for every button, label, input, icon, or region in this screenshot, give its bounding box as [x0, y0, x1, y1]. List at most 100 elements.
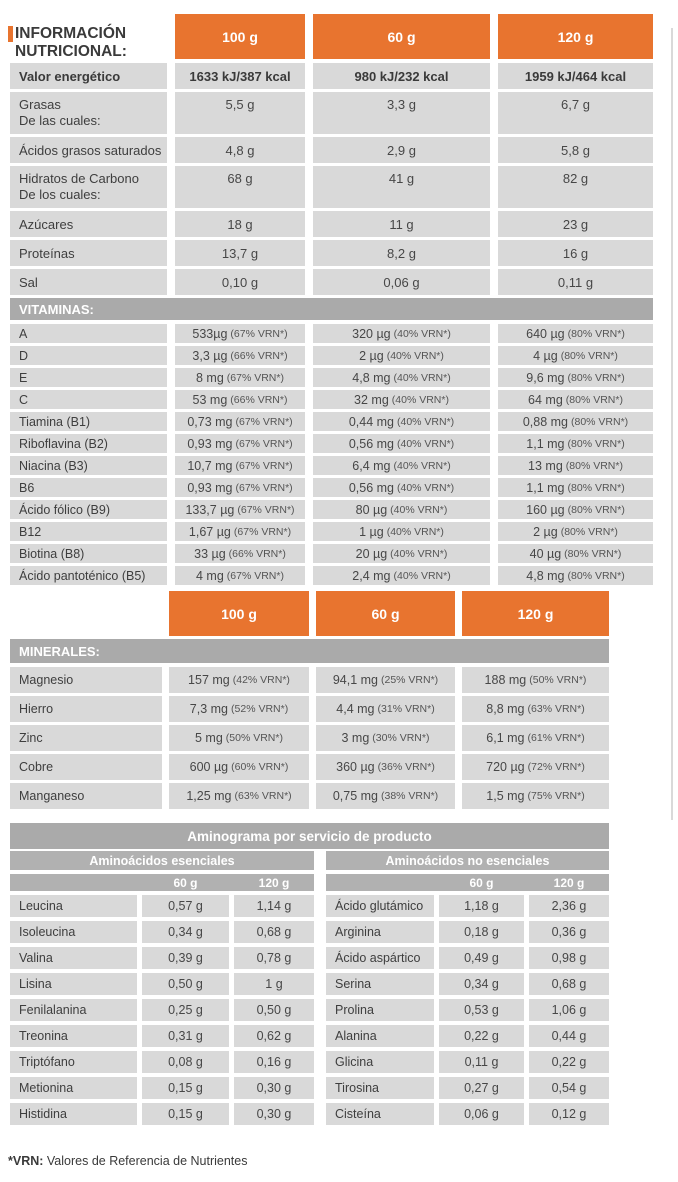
table-row: Sal 0,10 g 0,06 g 0,11 g	[10, 269, 653, 295]
nutrient-label: Hierro	[19, 702, 54, 716]
table-row: Valina 0,39 g 0,78 g	[10, 947, 314, 969]
table-row: Hidratos de Carbono De los cuales: 68 g …	[10, 166, 653, 208]
amount: 13 mg	[528, 458, 563, 473]
amount: 20 µg	[355, 546, 388, 561]
amount: 8,8 mg	[486, 702, 525, 716]
vrn-percent: (40% VRN*)	[393, 371, 451, 384]
table-row: Histidina 0,15 g 0,30 g	[10, 1103, 314, 1125]
value-120g: 5,8 g	[498, 137, 653, 163]
table-row: Treonina 0,31 g 0,62 g	[10, 1025, 314, 1047]
value-100g: 600 µg (60% VRN*)	[169, 754, 309, 780]
aminoacid-label: Ácido aspártico	[335, 951, 421, 965]
value-60g: 1,18 g	[439, 895, 524, 917]
value-60g: 0,06 g	[313, 269, 490, 295]
nutrient-label: Sal	[19, 274, 38, 290]
macro-table: Valor energético 1633 kJ/387 kcal 980 kJ…	[10, 63, 678, 295]
value-60g: 0,06 g	[439, 1103, 524, 1125]
table-row: Valor energético 1633 kJ/387 kcal 980 kJ…	[10, 63, 653, 89]
amount: 80 µg	[355, 502, 388, 517]
value-120g: 4,8 mg (80% VRN*)	[498, 566, 653, 585]
amount: 33 µg	[194, 546, 226, 561]
vrn-percent: (80% VRN*)	[567, 503, 625, 516]
amount: 1,1 mg	[526, 436, 565, 451]
nutrient-label: C	[19, 392, 29, 407]
vitamins-table: A 533µg (67% VRN*) 320 µg (40% VRN*) 640…	[10, 324, 678, 585]
nutrient-label-cell: Magnesio	[10, 667, 162, 693]
nutrient-label-cell: Hidratos de Carbono De los cuales:	[10, 166, 167, 208]
aminoacid-label-cell: Glicina	[326, 1051, 434, 1073]
nutrient-label-cell: E	[10, 368, 167, 387]
vrn-percent: (67% VRN*)	[235, 481, 293, 494]
vrn-percent: (63% VRN*)	[527, 703, 585, 715]
table-row: Proteínas 13,7 g 8,2 g 16 g	[10, 240, 653, 266]
table-row: Fenilalanina 0,25 g 0,50 g	[10, 999, 314, 1021]
essential-column-header: 60 g 120 g	[10, 874, 314, 891]
value-120g: 4 µg (80% VRN*)	[498, 346, 653, 365]
table-row: Azúcares 18 g 11 g 23 g	[10, 211, 653, 237]
aminoacid-label-cell: Tirosina	[326, 1077, 434, 1099]
value-120g: 6,1 mg (61% VRN*)	[462, 725, 609, 751]
value-120g: 1,1 mg (80% VRN*)	[498, 478, 653, 497]
aminoacid-label: Arginina	[335, 925, 381, 939]
aminoacid-label: Valina	[19, 951, 53, 965]
vrn-percent: (67% VRN*)	[235, 415, 293, 428]
vrn-percent: (67% VRN*)	[233, 525, 292, 538]
value-100g: 1,67 µg (67% VRN*)	[175, 522, 305, 541]
amount: 1,25 mg	[186, 789, 232, 803]
value-120g: 6,7 g	[498, 92, 653, 134]
amount: 1 µg	[359, 524, 384, 539]
page-title-text: INFORMACIÓN NUTRICIONAL:	[15, 25, 127, 60]
value-60g: 6,4 mg (40% VRN*)	[313, 456, 490, 475]
value-100g: 3,3 µg (66% VRN*)	[175, 346, 305, 365]
table-row: Biotina (B8) 33 µg (66% VRN*) 20 µg (40%…	[10, 544, 653, 563]
value-100g: 4 mg (67% VRN*)	[175, 566, 305, 585]
value-60g: 0,15 g	[142, 1103, 229, 1125]
column-header-120g: 120 g	[462, 591, 609, 636]
page-title-line1: INFORMACIÓN	[15, 25, 127, 42]
vrn-percent: (40% VRN*)	[396, 481, 455, 494]
table-row: Cobre 600 µg (60% VRN*) 360 µg (36% VRN*…	[10, 754, 609, 780]
aminoacid-label: Glicina	[335, 1055, 374, 1069]
amount: 3,3 µg	[192, 348, 228, 363]
value-120g: 16 g	[498, 240, 653, 266]
column-header-60g: 60 g	[469, 875, 494, 890]
vrn-footnote-text: Valores de Referencia de Nutrientes	[43, 1154, 248, 1168]
amount: 0,88 mg	[522, 414, 568, 429]
vrn-percent: (67% VRN*)	[230, 327, 288, 340]
value-120g: 0,11 g	[498, 269, 653, 295]
aminoacid-label: Treonina	[19, 1029, 68, 1043]
vrn-percent: (40% VRN*)	[393, 569, 451, 582]
amount: 5 mg	[195, 731, 223, 745]
aminoacid-label-cell: Prolina	[326, 999, 434, 1021]
nutrient-label: E	[19, 370, 28, 385]
nutrient-label-cell: Niacina (B3)	[10, 456, 167, 475]
vrn-percent: (40% VRN*)	[393, 459, 451, 472]
nutrient-label-cell: D	[10, 346, 167, 365]
nutrient-label: Tiamina (B1)	[19, 414, 91, 429]
value-60g: 980 kJ/232 kcal	[313, 63, 490, 89]
nutrient-label-cell: B6	[10, 478, 167, 497]
amount: 533µg	[192, 326, 228, 341]
table-row: C 53 mg (66% VRN*) 32 mg (40% VRN*) 64 m…	[10, 390, 653, 409]
vrn-percent: (66% VRN*)	[230, 349, 288, 362]
aminoacid-label-cell: Fenilalanina	[10, 999, 137, 1021]
aminoacid-label: Leucina	[19, 899, 63, 913]
table-row: Metionina 0,15 g 0,30 g	[10, 1077, 314, 1099]
table-row: Leucina 0,57 g 1,14 g	[10, 895, 314, 917]
aminoacid-label: Alanina	[335, 1029, 377, 1043]
value-120g: 0,68 g	[529, 973, 609, 995]
table-row: Alanina 0,22 g 0,44 g	[326, 1025, 609, 1047]
nonessential-column-header: 60 g 120 g	[326, 874, 609, 891]
aminoacid-label: Lisina	[19, 977, 52, 991]
vrn-percent: (67% VRN*)	[226, 371, 284, 384]
nutrient-label: A	[19, 326, 28, 341]
table-row: Prolina 0,53 g 1,06 g	[326, 999, 609, 1021]
value-60g: 0,27 g	[439, 1077, 524, 1099]
nutrient-label-cell: Proteínas	[10, 240, 167, 266]
amount: 0,56 mg	[348, 436, 394, 451]
value-60g: 0,22 g	[439, 1025, 524, 1047]
value-120g: 64 mg (80% VRN*)	[498, 390, 653, 409]
value-60g: 3 mg (30% VRN*)	[316, 725, 455, 751]
nutrient-label: Hidratos de Carbono	[19, 171, 139, 186]
vrn-percent: (67% VRN*)	[235, 459, 293, 472]
